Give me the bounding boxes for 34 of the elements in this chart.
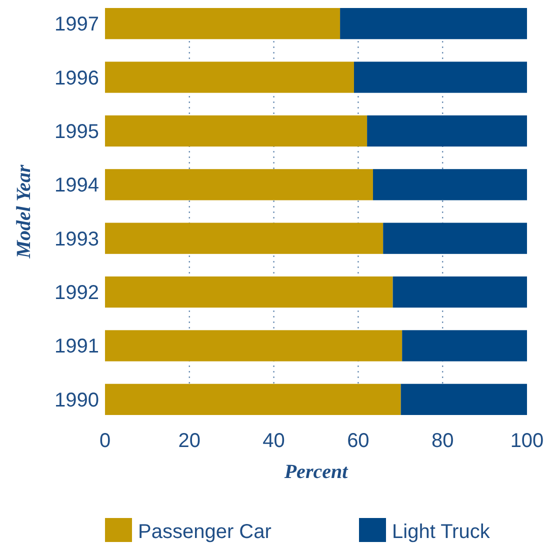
y-tick-label: 1992 — [54, 282, 99, 304]
bar — [105, 384, 401, 415]
bar — [383, 222, 527, 254]
bar — [354, 62, 527, 93]
bar — [105, 62, 354, 93]
x-axis-title: Percent — [283, 461, 350, 483]
bar — [105, 169, 373, 200]
bar — [105, 330, 402, 362]
y-tick-label: 1993 — [54, 228, 99, 250]
bar — [105, 222, 384, 254]
x-tick-label: 0 — [99, 430, 111, 452]
y-tick-label: 1997 — [54, 14, 99, 36]
bar — [400, 384, 527, 415]
x-tick-label: 40 — [262, 430, 285, 452]
bar — [372, 169, 527, 200]
bar — [105, 8, 340, 40]
legend-label: Passenger Car — [138, 521, 272, 543]
bar — [367, 115, 527, 147]
x-tick-label: 20 — [178, 430, 201, 452]
y-axis-title: Model Year — [13, 164, 35, 260]
x-tick-label: 80 — [431, 430, 454, 452]
bar — [105, 276, 393, 308]
y-tick-label: 1990 — [54, 389, 99, 412]
legend-label: Light Truck — [392, 521, 491, 543]
bar — [105, 115, 368, 147]
x-tick-label: 100 — [510, 430, 544, 452]
y-tick-label: 1994 — [54, 174, 99, 197]
x-tick-label: 60 — [347, 430, 370, 452]
y-tick-label: 1995 — [54, 120, 99, 143]
y-tick-label: 1991 — [54, 336, 99, 358]
bar — [402, 330, 527, 362]
bar — [340, 8, 527, 40]
y-tick-label: 1996 — [54, 67, 99, 90]
bar — [392, 276, 527, 308]
